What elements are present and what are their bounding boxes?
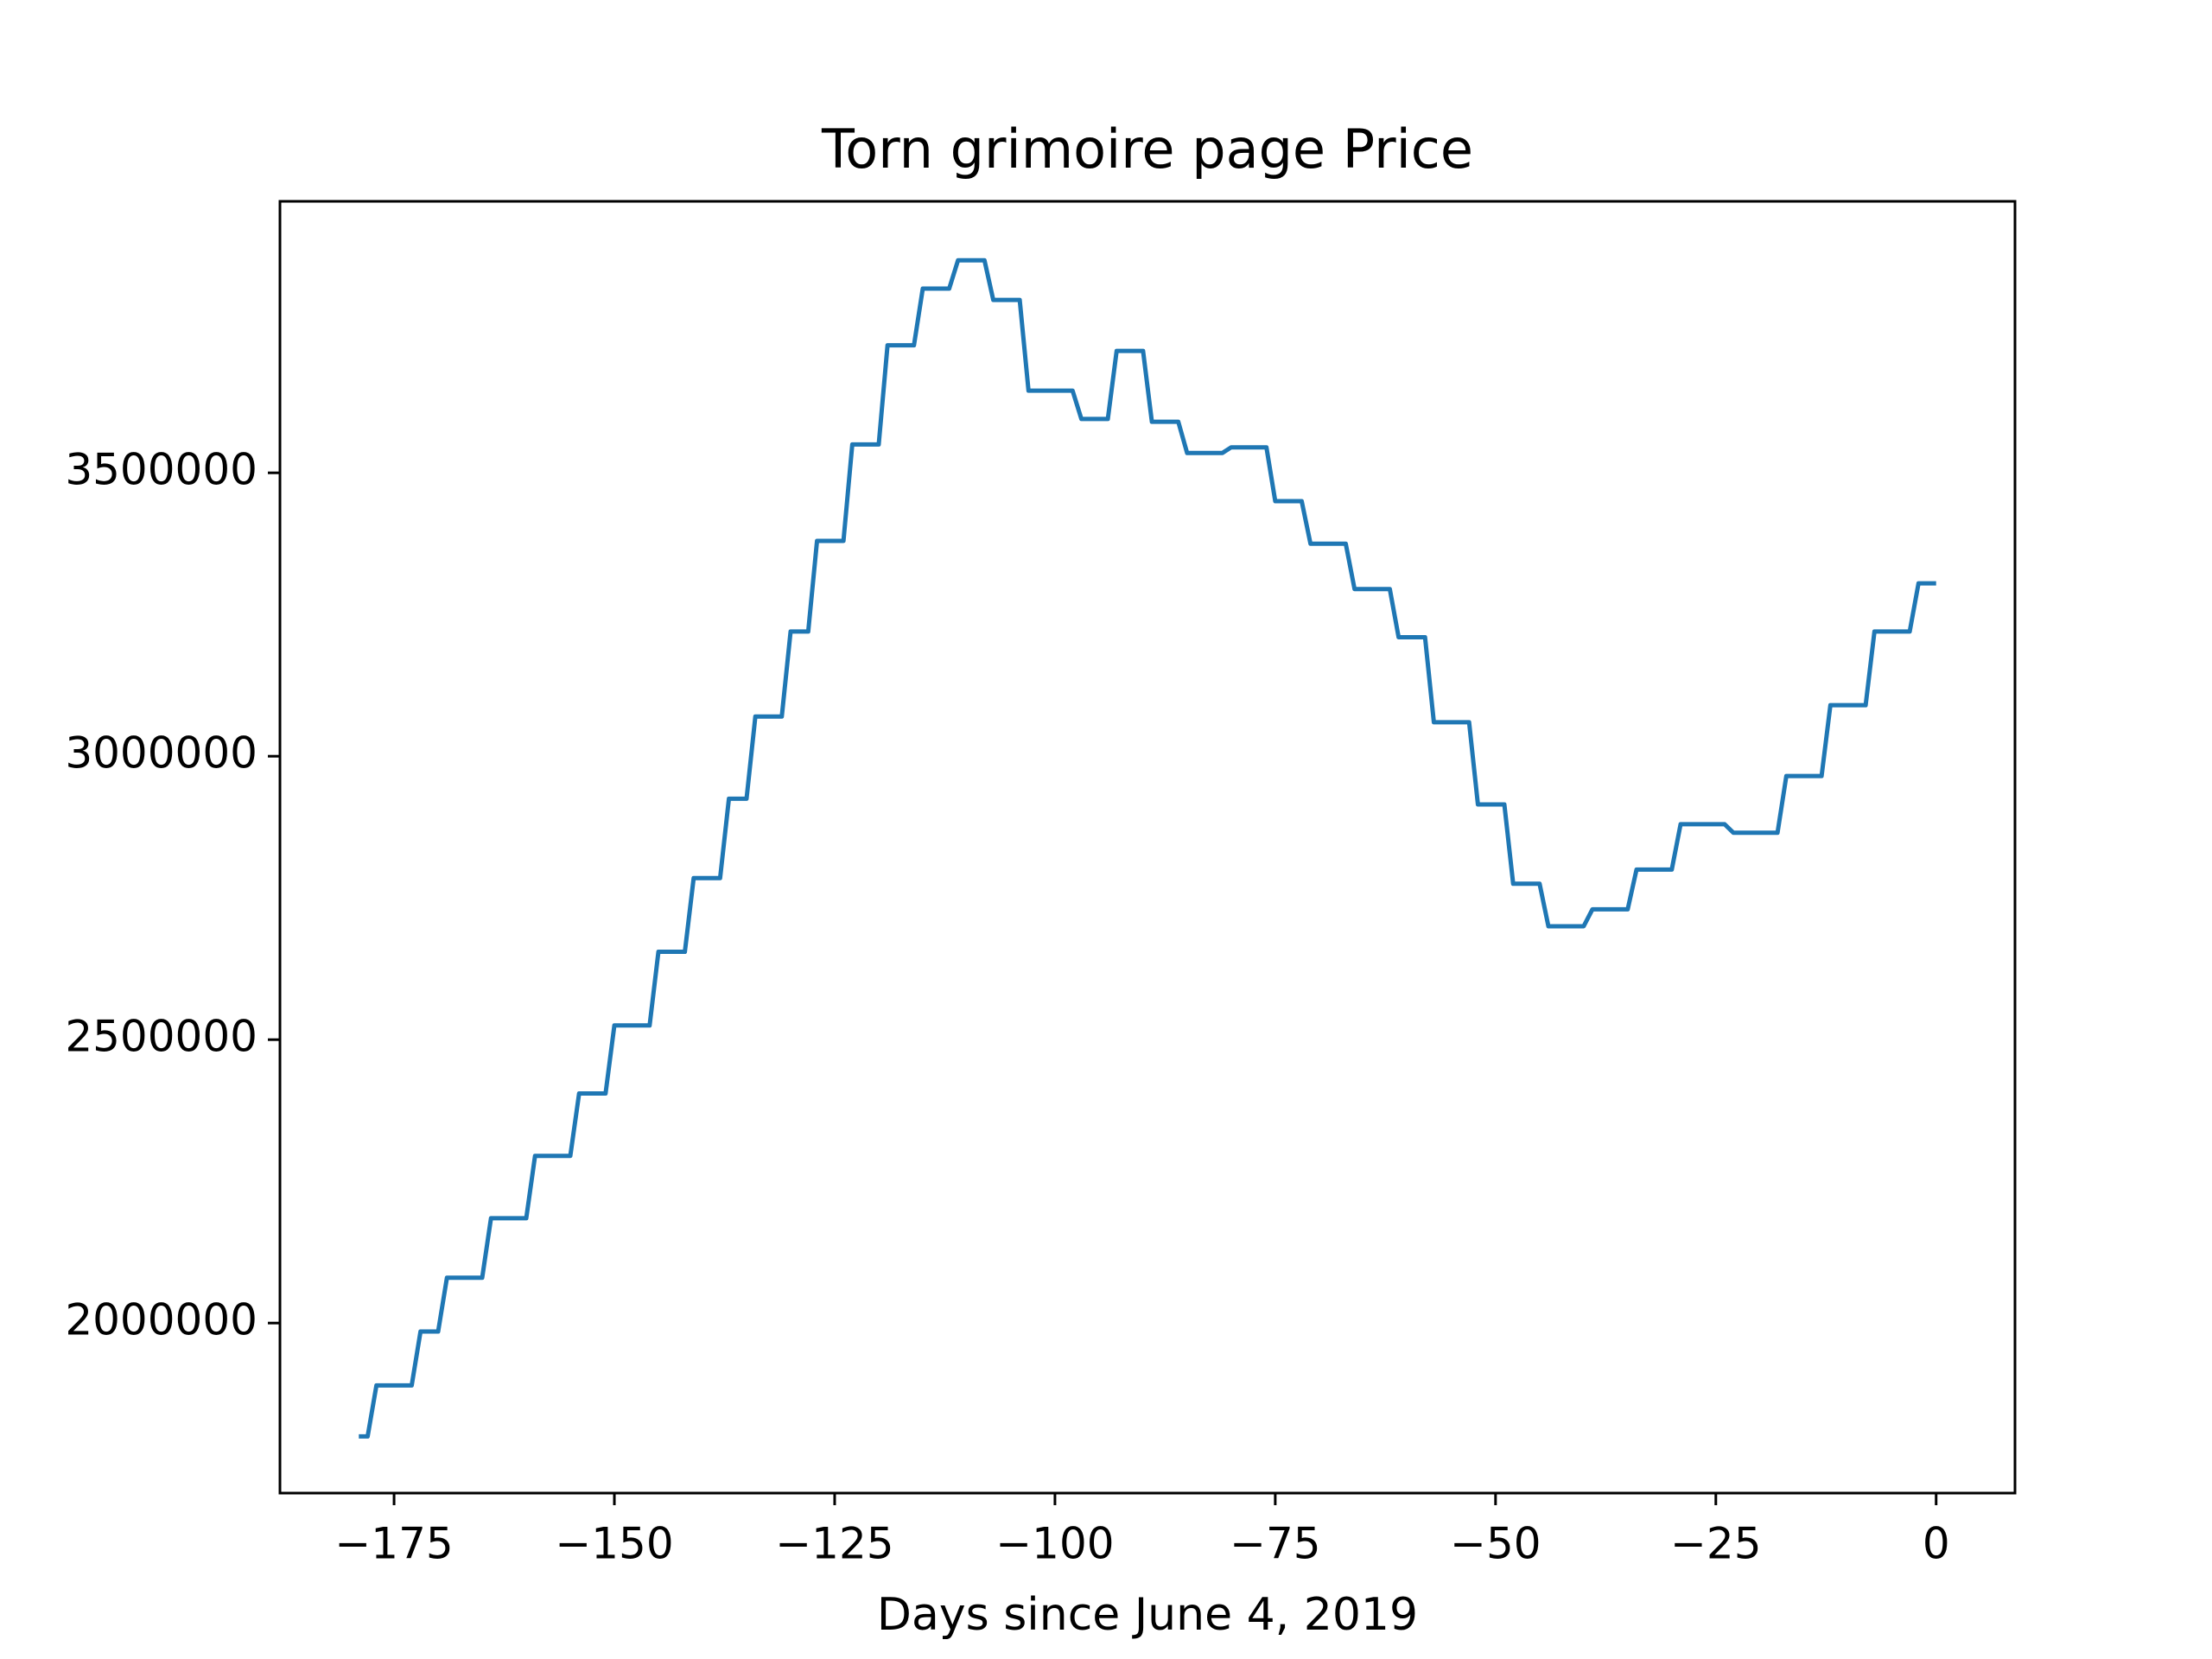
x-tick-label: 0 <box>1923 1519 1950 1569</box>
x-tick-label: −125 <box>775 1519 893 1569</box>
chart-title: Torn grimoire page Price <box>821 118 1473 181</box>
y-tick-label: 2000000 <box>65 1295 257 1345</box>
y-tick-label: 3000000 <box>65 728 257 779</box>
y-tick-label: 3500000 <box>65 445 257 495</box>
x-tick-label: −75 <box>1230 1519 1321 1569</box>
price-line <box>359 257 1936 1439</box>
x-tick-label: −150 <box>555 1519 673 1569</box>
x-tick-label: −175 <box>334 1519 453 1569</box>
plot-frame <box>278 200 2017 1495</box>
x-tick-label: −100 <box>995 1519 1114 1569</box>
x-tick-label: −25 <box>1670 1519 1762 1569</box>
y-tick-label: 2500000 <box>65 1012 257 1062</box>
x-tick-label: −50 <box>1450 1519 1541 1569</box>
x-axis-label: Days since June 4, 2019 <box>877 1589 1418 1641</box>
